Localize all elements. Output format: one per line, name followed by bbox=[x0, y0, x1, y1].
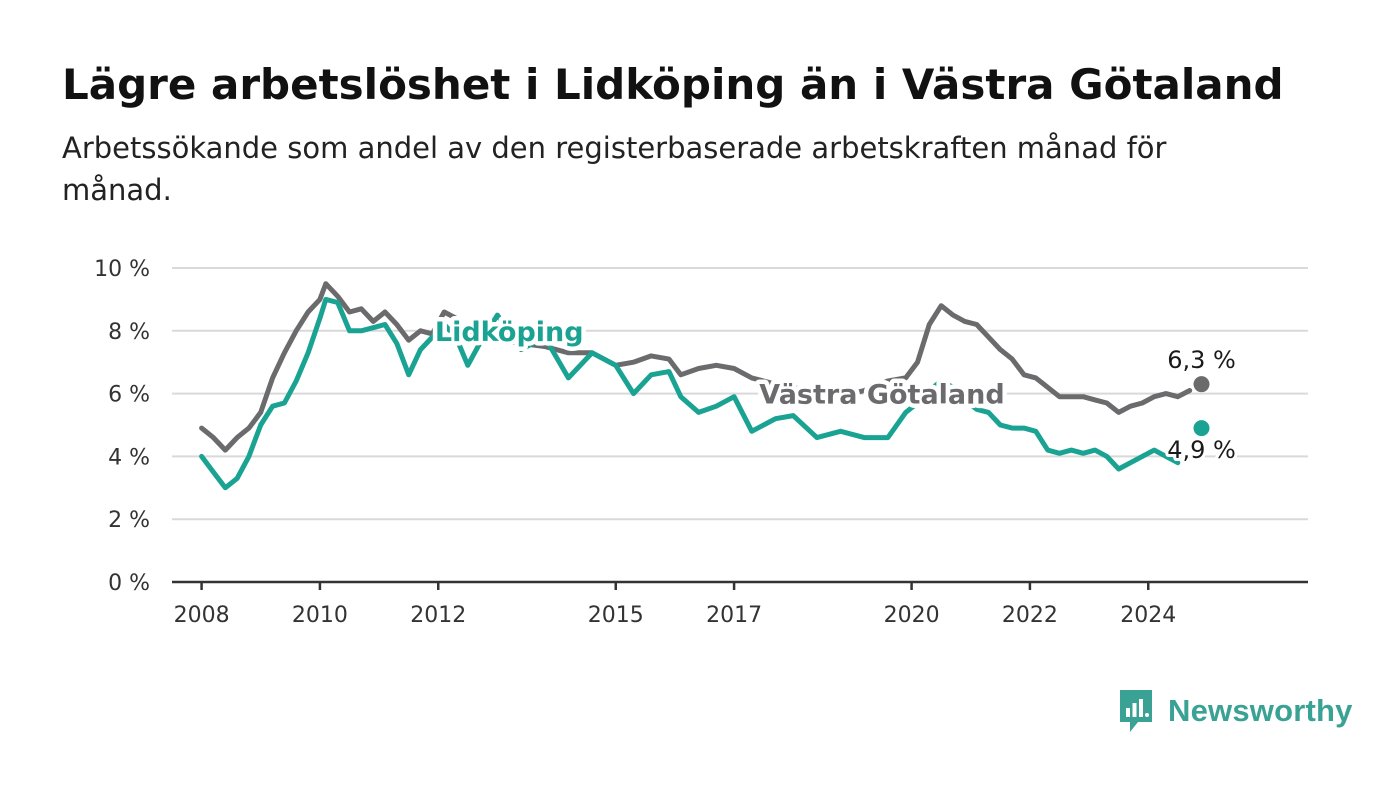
line-chart: 0 % 2 % 4 % 6 % 8 % 10 % 2008 2010 2012 2015 2017… bbox=[94, 257, 1308, 628]
chart-title: Lägre arbetslöshet i Lidköping än i Väst… bbox=[62, 60, 1284, 109]
x-axis-ticks: 2008 2010 2012 2015 2017 2020 2022 2024 bbox=[174, 582, 1176, 628]
y-tick-label: 6 % bbox=[108, 383, 150, 408]
x-tick-label: 2024 bbox=[1120, 603, 1176, 628]
brand-logo: Newsworthy bbox=[1118, 688, 1353, 734]
y-tick-label: 8 % bbox=[108, 320, 150, 345]
y-tick-label: 2 % bbox=[108, 508, 150, 533]
end-marker-lidk-ping bbox=[1193, 420, 1210, 437]
y-tick-label: 10 % bbox=[94, 257, 150, 282]
x-tick-label: 2020 bbox=[884, 603, 940, 628]
chart-subtitle: Arbetssökande som andel av den registerb… bbox=[62, 131, 1167, 207]
series-line-v-stra-g-taland bbox=[199, 281, 1193, 453]
y-tick-label: 0 % bbox=[108, 571, 150, 596]
series-lines bbox=[199, 281, 1193, 491]
series-line-lidk-ping bbox=[199, 296, 1181, 491]
x-tick-label: 2008 bbox=[174, 603, 230, 628]
x-tick-label: 2015 bbox=[588, 603, 644, 628]
end-marker-v-stra-g-taland bbox=[1193, 376, 1210, 393]
series-label-v-stra-g-taland: Västra Götaland bbox=[759, 380, 1004, 411]
series-label-lidk-ping: Lidköping bbox=[435, 317, 584, 348]
end-markers: 6,3 % 4,9 % bbox=[1164, 343, 1239, 467]
gridlines bbox=[172, 267, 1308, 584]
brand-name: Newsworthy bbox=[1168, 693, 1353, 728]
end-value-label: 6,3 % bbox=[1167, 346, 1236, 374]
y-tick-label: 4 % bbox=[108, 445, 150, 470]
series-labels: Lidköping Västra Götaland bbox=[430, 312, 1009, 415]
end-value-label: 4,9 % bbox=[1167, 436, 1236, 464]
newsworthy-logo-icon bbox=[1120, 690, 1152, 732]
y-axis-ticks: 0 % 2 % 4 % 6 % 8 % 10 % bbox=[94, 257, 150, 596]
x-tick-label: 2012 bbox=[410, 603, 466, 628]
x-tick-label: 2010 bbox=[292, 603, 348, 628]
x-tick-label: 2022 bbox=[1002, 603, 1058, 628]
x-tick-label: 2017 bbox=[706, 603, 762, 628]
